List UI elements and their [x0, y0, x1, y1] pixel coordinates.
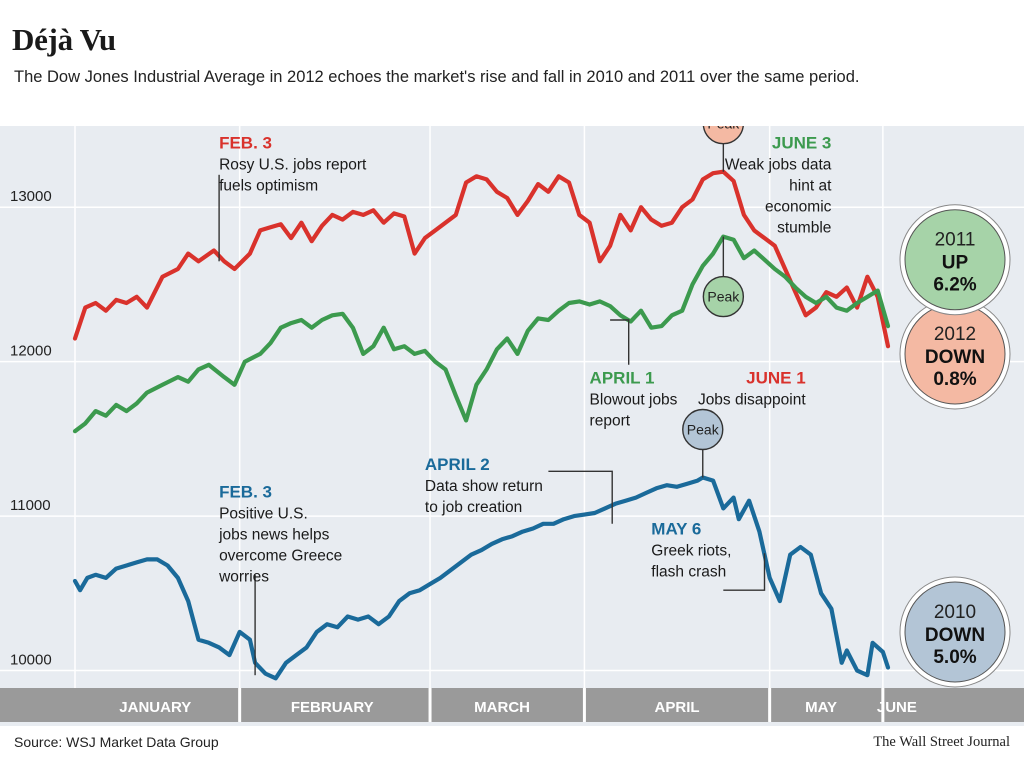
annotation-text: Jobs disappoint [698, 391, 806, 408]
badge-circle-2010 [904, 581, 1006, 683]
annotation-date: MAY 6 [651, 520, 701, 539]
badge-year: 2012 [934, 324, 976, 345]
annotation-text: hint at [789, 178, 832, 195]
badge-change: 6.2% [933, 275, 976, 296]
series-line-2010 [72, 475, 891, 681]
chart-subtitle: The Dow Jones Industrial Average in 2012… [14, 68, 860, 86]
y-tick-label: 12000 [10, 343, 52, 360]
annotation-text: report [590, 412, 631, 429]
annotation-text: fuels optimism [219, 178, 318, 195]
publisher-credit: The Wall Street Journal [873, 734, 1010, 750]
month-label: APRIL [655, 699, 700, 716]
annotation-text: jobs news helps [218, 527, 330, 544]
month-label: FEBRUARY [291, 699, 374, 716]
peak-label: Peak [707, 289, 740, 305]
y-tick-label: 10000 [10, 652, 52, 669]
annotation-date: JUNE 1 [746, 368, 806, 387]
annotation-date: APRIL 2 [425, 455, 490, 474]
annotation-text: Greek riots, [651, 543, 731, 560]
month-label: JUNE [877, 699, 917, 716]
annotation-text: Rosy U.S. jobs report [219, 157, 367, 174]
annotation-text: Positive U.S. [219, 506, 308, 523]
badge-circle-2011 [904, 209, 1006, 311]
peak-label: Peak [687, 422, 720, 438]
y-tick-label: 13000 [10, 188, 52, 205]
peak-marker [702, 275, 745, 318]
annotation-text: stumble [777, 220, 831, 237]
annotation-date: JUNE 3 [772, 134, 832, 153]
y-tick-label: 11000 [10, 497, 51, 514]
chart-title: Déjà Vu [12, 22, 116, 57]
annotation-text: worries [218, 569, 269, 586]
badge-change: 5.0% [933, 647, 976, 668]
annotation-text: Weak jobs data [725, 157, 832, 174]
series-line-2012 [72, 169, 891, 349]
peak-marker [682, 408, 724, 451]
annotation-date: APRIL 1 [590, 368, 655, 387]
annotation-text: Data show return [425, 478, 543, 495]
annotation-leader [723, 553, 766, 591]
series-line-2011 [72, 234, 891, 434]
badge-year: 2011 [935, 230, 976, 251]
month-label: JANUARY [119, 699, 191, 716]
plot-background [0, 126, 1024, 726]
annotation-text: Blowout jobs [590, 391, 678, 408]
annotation-date: FEB. 3 [219, 134, 272, 153]
month-label: MAY [805, 699, 837, 716]
peak-label: Peak [707, 126, 740, 132]
badge-change: 0.8% [933, 369, 976, 390]
annotation-leader [548, 470, 613, 524]
badge-direction: DOWN [925, 625, 985, 646]
month-label: MARCH [474, 699, 530, 716]
annotation-text: flash crash [651, 564, 726, 581]
source-note: Source: WSJ Market Data Group [14, 734, 219, 750]
annotation-date: FEB. 3 [219, 483, 272, 502]
line-chart: 10000 11000 12000 13000 JANUARY FEBRUARY MARCH… [0, 126, 1024, 726]
month-axis-band [0, 688, 1024, 722]
annotation-leader [610, 319, 630, 365]
badge-year: 2010 [934, 602, 976, 623]
annotation-text: economic [765, 199, 832, 216]
annotation-text: overcome Greece [219, 548, 342, 565]
peak-marker [702, 126, 744, 145]
annotation-text: to job creation [425, 499, 522, 516]
badge-direction: UP [942, 253, 969, 274]
badge-direction: DOWN [925, 347, 985, 368]
